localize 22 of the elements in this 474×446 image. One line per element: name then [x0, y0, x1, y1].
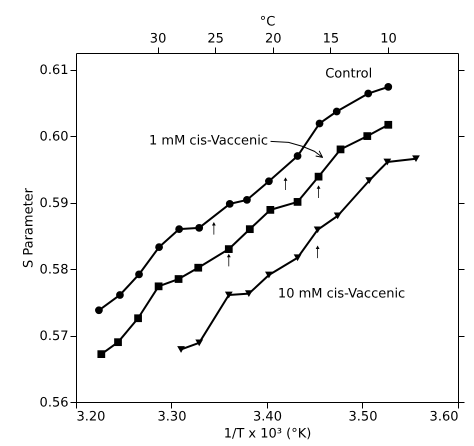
x-tick-label: 3.60: [430, 410, 458, 424]
y-tick-label: 0.61: [40, 63, 68, 78]
x2-tick-label: 25: [207, 32, 224, 46]
x-tick-label: 3.50: [348, 410, 378, 424]
y-tick-label: 0.60: [40, 130, 68, 145]
y-axis-title: S Parameter: [22, 187, 37, 268]
series-label: Control: [325, 66, 372, 82]
y-tick-label: 0.59: [40, 196, 68, 212]
x-tick-label: 3.30: [158, 410, 186, 424]
x-tick-label: 3.20: [76, 410, 106, 424]
y-tick-label: 0.57: [40, 329, 68, 344]
x2-tick-label: 15: [322, 32, 340, 46]
x2-tick-label: 30: [150, 32, 166, 46]
x-axis-title: 1/T x 10³ (°K): [224, 426, 312, 442]
x2-axis-title: °C: [260, 14, 276, 30]
y-tick-label: 0.58: [40, 262, 68, 278]
x-tick-label: 3.40: [253, 410, 282, 424]
legend-label: 1 mM cis-Vaccenic: [149, 133, 268, 148]
y-tick-label: 0.56: [40, 396, 68, 410]
x2-tick-label: 20: [264, 32, 282, 46]
x2-tick-label: 10: [380, 32, 397, 46]
series-label: 10 mM cis-Vaccenic: [278, 286, 406, 302]
